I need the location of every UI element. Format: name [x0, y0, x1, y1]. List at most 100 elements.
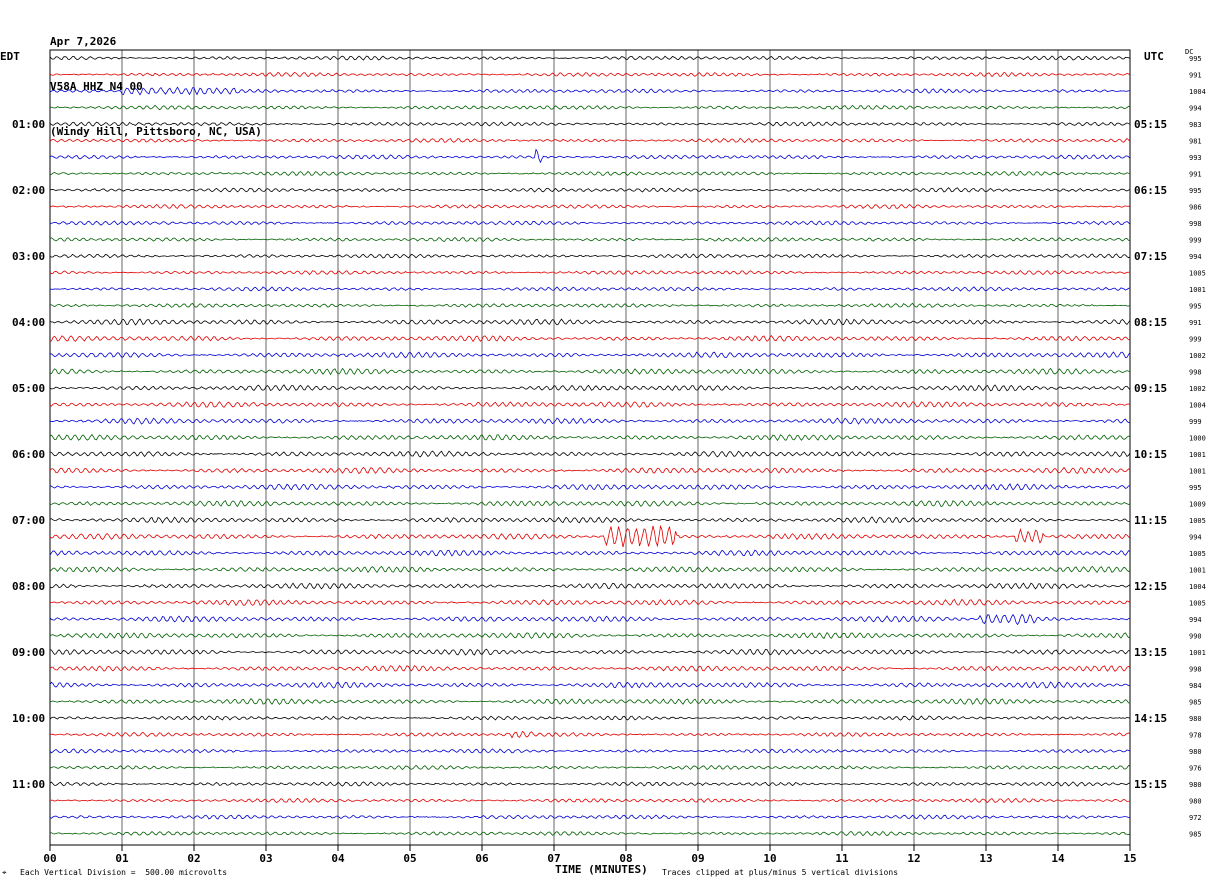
x-tick-label: 11 — [835, 852, 849, 865]
plot-date: Apr 7,2026 — [50, 35, 117, 48]
seismic-trace — [49, 781, 1131, 787]
seismic-trace — [49, 648, 1131, 656]
clip-note: Traces clipped at plus/minus 5 vertical … — [662, 868, 899, 877]
x-tick-label: 08 — [619, 852, 632, 865]
dc-offset-label: 1002 — [1189, 385, 1206, 393]
seismic-trace — [49, 524, 1131, 548]
seismic-trace — [49, 367, 1131, 376]
x-axis-label: TIME (MINUTES) — [555, 863, 648, 876]
seismic-trace — [49, 137, 1131, 144]
edt-hour-label: 08:00 — [12, 580, 45, 593]
dc-offset-label: 1000 — [1189, 435, 1206, 443]
seismic-trace — [49, 598, 1131, 607]
seismic-trace — [49, 582, 1131, 590]
dc-offset-label: 990 — [1189, 633, 1202, 641]
dc-offset-label: 991 — [1189, 72, 1202, 80]
seismic-trace — [49, 565, 1131, 574]
dc-offset-label: 1002 — [1189, 352, 1206, 360]
utc-hour-label: 05:15 — [1134, 118, 1167, 131]
dc-offset-label: 998 — [1189, 369, 1202, 377]
x-tick-label: 06 — [475, 852, 489, 865]
seismic-trace — [49, 748, 1131, 754]
dc-offset-label: 985 — [1189, 699, 1202, 707]
dc-offset-label: 980 — [1189, 781, 1202, 789]
scale-icon: ⌖ — [2, 868, 7, 877]
seismic-trace — [49, 697, 1131, 706]
seismic-trace — [49, 71, 1131, 78]
dc-offset-label: 1004 — [1189, 583, 1206, 591]
edt-hour-label: 03:00 — [12, 250, 45, 263]
dc-offset-label: 976 — [1189, 765, 1202, 773]
seismic-trace — [49, 814, 1131, 820]
dc-offset-label: 1009 — [1189, 501, 1206, 509]
station-location: (Windy Hill, Pittsboro, NC, USA) — [50, 125, 262, 138]
x-tick-label: 14 — [1051, 852, 1065, 865]
seismic-trace — [49, 466, 1131, 475]
seismic-trace — [49, 384, 1131, 392]
x-tick-label: 02 — [187, 852, 200, 865]
x-tick-label: 07 — [547, 852, 560, 865]
utc-hour-label: 15:15 — [1134, 778, 1167, 791]
seismic-trace — [49, 632, 1131, 640]
dc-offset-label: 978 — [1189, 732, 1202, 740]
seismic-trace — [49, 236, 1131, 243]
dc-offset-label: 991 — [1189, 171, 1202, 179]
dc-offset-label: 998 — [1189, 220, 1202, 228]
dc-offset-label: 983 — [1189, 121, 1202, 129]
dc-offset-label: 1005 — [1189, 550, 1206, 558]
plot-frame — [49, 49, 1131, 846]
dc-offset-label: 999 — [1189, 418, 1202, 426]
seismic-trace — [49, 500, 1131, 508]
utc-hour-label: 09:15 — [1134, 382, 1167, 395]
seismic-trace — [49, 286, 1131, 292]
seismic-trace — [49, 797, 1131, 804]
seismic-trace — [49, 401, 1131, 408]
seismic-trace — [49, 516, 1131, 524]
dc-offset-label: 998 — [1189, 666, 1202, 674]
dc-offset-label: 994 — [1189, 105, 1202, 113]
edt-hour-label: 07:00 — [12, 514, 45, 527]
x-tick-label: 00 — [43, 852, 56, 865]
seismic-trace — [49, 86, 1131, 96]
dc-offset-label: 994 — [1189, 253, 1202, 261]
seismic-trace — [49, 170, 1131, 176]
edt-hour-label: 11:00 — [12, 778, 45, 791]
dc-offset-label: 1004 — [1189, 88, 1206, 96]
edt-hour-label: 02:00 — [12, 184, 45, 197]
dc-offset-label: 995 — [1189, 187, 1202, 195]
dc-offset-label: 1001 — [1189, 286, 1206, 294]
seismic-trace — [49, 351, 1131, 359]
scale-note: Each Vertical Division = 500.00 microvol… — [20, 868, 228, 877]
x-tick-label: 01 — [115, 852, 129, 865]
seismic-trace — [49, 148, 1131, 164]
left-timezone-label: EDT — [0, 50, 20, 63]
dc-offset-label: 994 — [1189, 616, 1202, 624]
x-tick-label: 13 — [979, 852, 992, 865]
seismic-trace — [49, 187, 1131, 193]
utc-hour-label: 06:15 — [1134, 184, 1167, 197]
dc-offset-header: DC — [1185, 48, 1194, 56]
edt-hour-label: 06:00 — [12, 448, 45, 461]
dc-offset-label: 991 — [1189, 319, 1202, 327]
x-tick-label: 04 — [331, 852, 345, 865]
x-tick-label: 05 — [403, 852, 416, 865]
x-tick-label: 15 — [1123, 852, 1136, 865]
seismic-trace — [49, 830, 1131, 837]
edt-hour-label: 09:00 — [12, 646, 45, 659]
dc-offset-label: 993 — [1189, 154, 1202, 162]
utc-hour-label: 10:15 — [1134, 448, 1167, 461]
dc-offset-label: 1005 — [1189, 517, 1206, 525]
seismic-trace — [49, 715, 1131, 721]
seismic-trace — [49, 55, 1131, 61]
seismic-trace — [49, 104, 1131, 111]
utc-hour-label: 11:15 — [1134, 514, 1167, 527]
seismic-trace — [49, 764, 1131, 771]
utc-hour-label: 14:15 — [1134, 712, 1167, 725]
seismic-trace — [49, 203, 1131, 209]
utc-hour-label: 08:15 — [1134, 316, 1167, 329]
dc-offset-label: 1001 — [1189, 451, 1206, 459]
x-tick-label: 10 — [763, 852, 776, 865]
seismic-trace — [49, 433, 1131, 442]
dc-offset-label: 980 — [1189, 748, 1202, 756]
